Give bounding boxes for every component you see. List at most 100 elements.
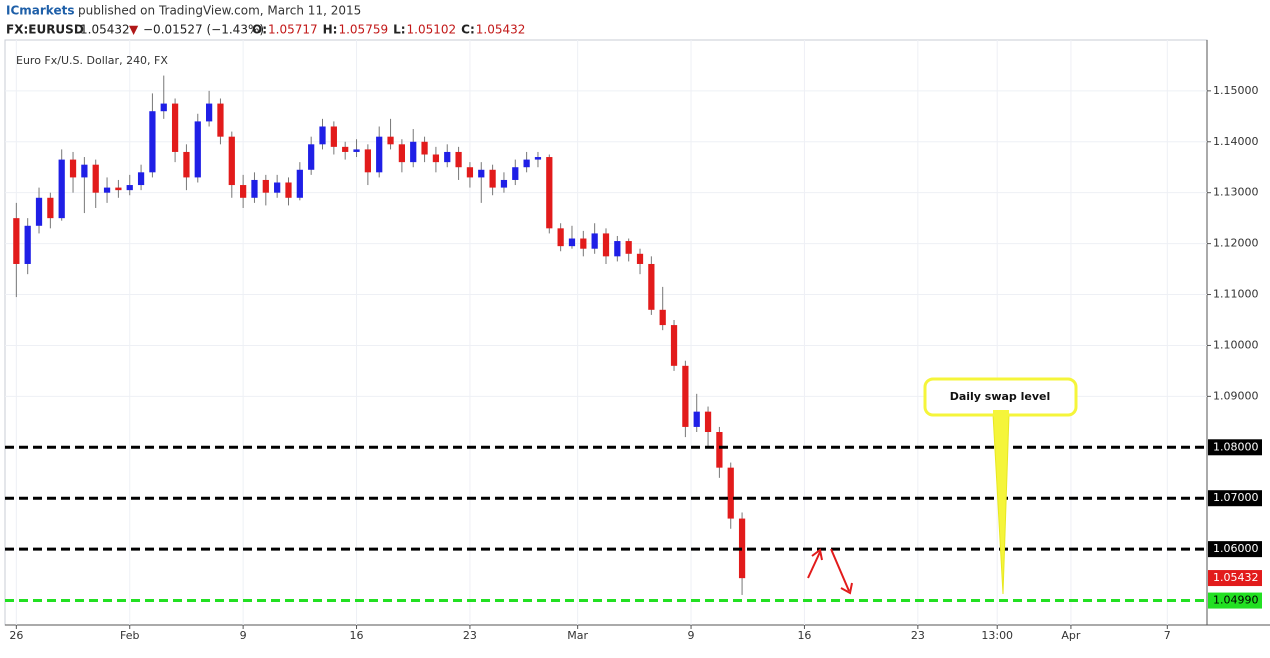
callout-join	[993, 410, 1009, 416]
chart-title: Euro Fx/U.S. Dollar, 240, FX	[16, 54, 168, 67]
candle-body	[24, 225, 31, 264]
level-label-box	[1208, 439, 1262, 456]
ohlc-value: 1.05717	[268, 23, 318, 37]
projection-arrows	[807, 548, 853, 595]
ohlc-value: 1.05759	[338, 23, 388, 37]
y-tick-label: 1.12000	[1213, 237, 1259, 250]
ohlc-value: 1.05432	[476, 23, 526, 37]
down-triangle: ▼	[129, 23, 139, 37]
y-tick-label: 1.15000	[1213, 84, 1259, 97]
price-marker-box	[1208, 570, 1262, 587]
x-tick-label: 26	[9, 629, 23, 642]
candle-body	[330, 126, 337, 147]
publisher: ICmarkets	[6, 4, 74, 18]
candle-body	[69, 159, 77, 178]
candle-body	[557, 228, 564, 247]
candle-body	[137, 172, 145, 186]
candle-body	[251, 179, 258, 198]
candle-body	[47, 197, 54, 219]
candle-body	[171, 103, 179, 152]
candle-body	[659, 309, 666, 326]
levels: 1.08000 1.07000 1.06000 1.04990 1.05432	[5, 439, 1262, 609]
candle-body	[376, 136, 383, 173]
candle-body	[285, 182, 292, 198]
candle-body	[160, 103, 167, 112]
candle-body	[602, 233, 610, 257]
candle-body	[353, 149, 360, 152]
x-tick-label: 7	[1164, 629, 1171, 642]
candle-body	[240, 185, 247, 198]
candle-body	[81, 164, 88, 178]
candle-body	[704, 411, 712, 433]
candle-body	[693, 411, 700, 427]
candle-body	[13, 218, 20, 264]
candle-body	[489, 169, 496, 188]
level-label-box	[1208, 541, 1262, 558]
candle-body	[636, 253, 644, 264]
candle-body	[614, 241, 621, 257]
x-tick-label: 23	[463, 629, 477, 642]
candle-body	[455, 151, 462, 168]
level-label: 1.08000	[1213, 440, 1259, 453]
ohlc-row: O: 1.05717 H: 1.05759 L: 1.05102 C: 1.05432	[252, 23, 525, 37]
candle-body	[523, 159, 530, 168]
candle-body	[194, 121, 201, 178]
candle-body	[274, 182, 281, 193]
candle-body	[92, 164, 99, 193]
y-tick-label: 1.09000	[1213, 389, 1259, 402]
change: −0.01527 (−1.43%)	[143, 23, 264, 37]
candle-body	[625, 241, 632, 254]
candle-body	[546, 157, 553, 229]
candle-body	[670, 325, 678, 366]
candle-body	[35, 197, 43, 226]
candle-body	[364, 149, 371, 173]
ohlc-label: C:	[461, 23, 475, 37]
candle-body	[217, 103, 224, 137]
candle-body	[580, 238, 587, 249]
candle-body	[512, 167, 519, 180]
candle-body	[262, 179, 269, 193]
level-label: 1.06000	[1213, 542, 1259, 555]
candle-body	[308, 144, 315, 170]
candle-body	[319, 126, 326, 145]
y-tick-label: 1.13000	[1213, 186, 1259, 199]
x-tick-label: Apr	[1061, 629, 1081, 642]
candle-body	[534, 157, 542, 160]
candle-body	[682, 365, 689, 427]
candle-body	[149, 111, 156, 173]
annotation: Daily swap level	[950, 390, 1051, 403]
price-marker-label: 1.05432	[1213, 571, 1259, 584]
candle-body	[126, 185, 133, 191]
x-tick-label: 9	[240, 629, 247, 642]
candle-body	[296, 169, 303, 198]
candle-body	[500, 179, 508, 188]
level-label-box	[1208, 490, 1262, 507]
candle-body	[410, 141, 417, 163]
ohlc-label: L:	[393, 23, 405, 37]
level-label: 1.04990	[1213, 594, 1259, 607]
x-tick-label: Feb	[120, 629, 139, 642]
callout-tail	[992, 413, 1010, 595]
symbol: FX:EURUSD	[6, 23, 84, 37]
candle-body	[432, 154, 440, 163]
x-tick-label: 16	[350, 629, 364, 642]
x-tick-label: 23	[911, 629, 925, 642]
candle-body	[228, 136, 235, 186]
ohlc-label: O:	[252, 23, 267, 37]
candle-body	[387, 136, 394, 145]
last-price: 1.05432	[80, 23, 130, 37]
candle-body	[103, 187, 111, 193]
y-tick-label: 1.10000	[1213, 338, 1259, 351]
candle-body	[738, 518, 746, 579]
candle-body	[183, 151, 190, 178]
candles	[13, 75, 746, 595]
candle-body	[115, 187, 122, 191]
candle-body	[466, 167, 474, 178]
candle-body	[591, 233, 598, 249]
level-label-box	[1208, 592, 1262, 609]
candle-body	[444, 151, 451, 163]
x-tick-label: 9	[688, 629, 695, 642]
level-label: 1.07000	[1213, 491, 1259, 504]
grid	[5, 40, 1211, 629]
